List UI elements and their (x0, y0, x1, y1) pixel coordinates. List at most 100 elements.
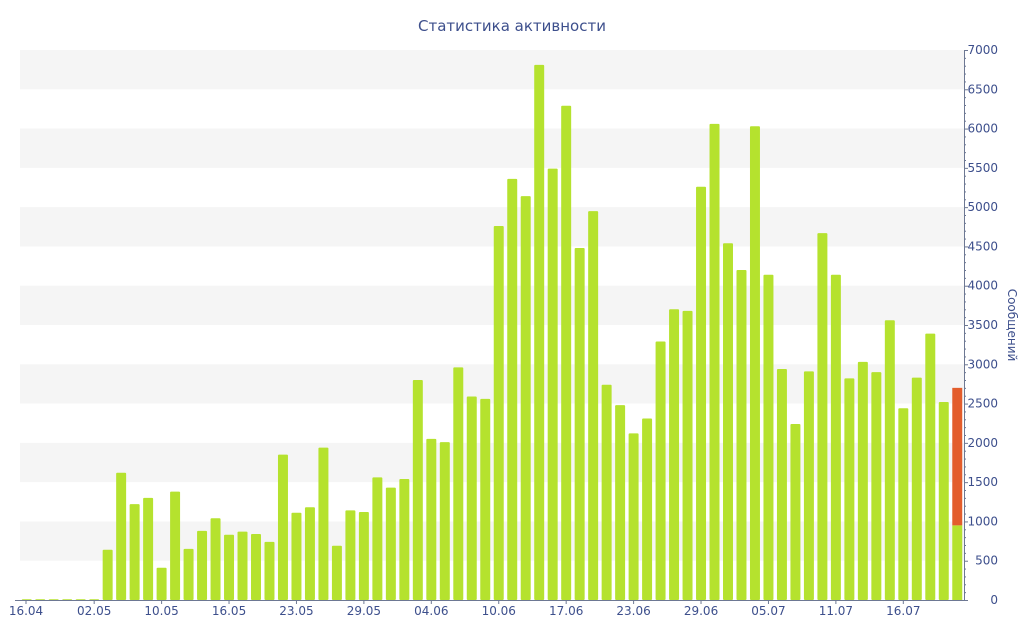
y-tick-labels: 0 500 1000 1500 2000 2500 3000 3500 4000 4500 5000… (964, 43, 998, 607)
bar (277, 454, 288, 600)
y-tick-label: 3000 (967, 357, 998, 371)
bar (466, 396, 477, 600)
bar (399, 479, 410, 600)
bar (817, 233, 828, 601)
bar (830, 274, 841, 600)
x-tick-label: 16.07 (886, 604, 920, 618)
bar (372, 477, 383, 600)
bar (318, 447, 329, 600)
y-tick-label: 3500 (967, 318, 998, 332)
bar (237, 531, 248, 600)
y-tick-label: 1000 (967, 514, 998, 528)
bar (102, 549, 113, 600)
bar (857, 361, 868, 600)
bar (426, 438, 437, 600)
bar (116, 472, 127, 600)
y-tick-label: 6500 (967, 82, 998, 96)
y-tick-label: 2000 (967, 436, 998, 450)
x-tick-label: 29.06 (684, 604, 718, 618)
y-tick-label: 0 (990, 593, 998, 607)
bar (385, 487, 396, 600)
grid-band (20, 207, 964, 247)
y-axis-title: Сообщений (1005, 289, 1019, 362)
bar (669, 309, 680, 600)
bar (763, 274, 774, 600)
bar (723, 243, 733, 601)
chart-title: Статистика активности (418, 17, 606, 35)
bar (480, 398, 491, 600)
bar (871, 372, 882, 600)
x-tick-label: 29.05 (347, 604, 381, 618)
bar (170, 491, 181, 600)
x-tick-label: 17.06 (549, 604, 583, 618)
x-tick-label: 11.07 (819, 604, 853, 618)
bar (331, 545, 342, 600)
bar (615, 405, 626, 600)
bar (534, 64, 545, 600)
y-tick-label: 4000 (967, 279, 998, 293)
bar (911, 377, 922, 600)
bar (143, 497, 154, 600)
bar (304, 507, 315, 600)
bar (156, 567, 167, 600)
x-tick-label: 05.07 (751, 604, 785, 618)
bar (129, 504, 140, 600)
bars (21, 64, 963, 601)
bar (749, 126, 760, 600)
bar (345, 510, 356, 600)
y-tick-label: 1500 (967, 475, 998, 489)
bar (358, 512, 369, 600)
bar (803, 371, 814, 600)
bar (898, 408, 909, 600)
bar (507, 178, 518, 600)
bar (790, 424, 801, 600)
bar (709, 123, 720, 600)
bar (264, 541, 275, 600)
x-tick-label: 23.05 (279, 604, 313, 618)
bar (574, 248, 585, 600)
bar (925, 333, 936, 600)
y-tick-label: 4500 (967, 239, 998, 253)
bar (736, 270, 747, 600)
bar (197, 530, 208, 600)
x-tick-labels: 16.04 02.05 10.05 16.05 23.05 29.05 04.06 10.06… (9, 600, 920, 618)
y-tick-label: 7000 (967, 43, 998, 57)
bar (561, 105, 572, 601)
bar-segment (952, 525, 963, 600)
x-tick-label: 16.05 (212, 604, 246, 618)
bar (682, 310, 693, 600)
bar (291, 512, 302, 600)
x-tick-label: 04.06 (414, 604, 448, 618)
x-tick-label: 10.06 (482, 604, 516, 618)
x-tick-label: 23.06 (616, 604, 650, 618)
y-tick-label: 2500 (967, 397, 998, 411)
y-tick-label: 500 (975, 554, 998, 568)
bar (884, 320, 895, 600)
bar (844, 378, 855, 600)
x-tick-label: 10.05 (144, 604, 178, 618)
grid-band (20, 50, 964, 90)
x-tick-label: 02.05 (77, 604, 111, 618)
bar (938, 402, 949, 600)
bar (439, 442, 450, 600)
y-tick-label: 5500 (967, 161, 998, 175)
bar (224, 534, 235, 600)
y-tick-label: 6000 (967, 122, 998, 136)
bar-highlight (952, 387, 963, 526)
bar (251, 534, 261, 600)
bar (655, 341, 666, 600)
bar (776, 369, 787, 600)
grid-band (20, 285, 964, 325)
grid-band (20, 128, 964, 168)
bar (547, 168, 558, 600)
bar (601, 384, 612, 600)
bar (493, 226, 504, 600)
bar (642, 418, 653, 600)
bar (520, 196, 531, 600)
bar (696, 186, 707, 600)
x-tick-label: 16.04 (9, 604, 43, 618)
bar (588, 211, 599, 601)
bar (453, 367, 464, 600)
bar (628, 433, 639, 600)
